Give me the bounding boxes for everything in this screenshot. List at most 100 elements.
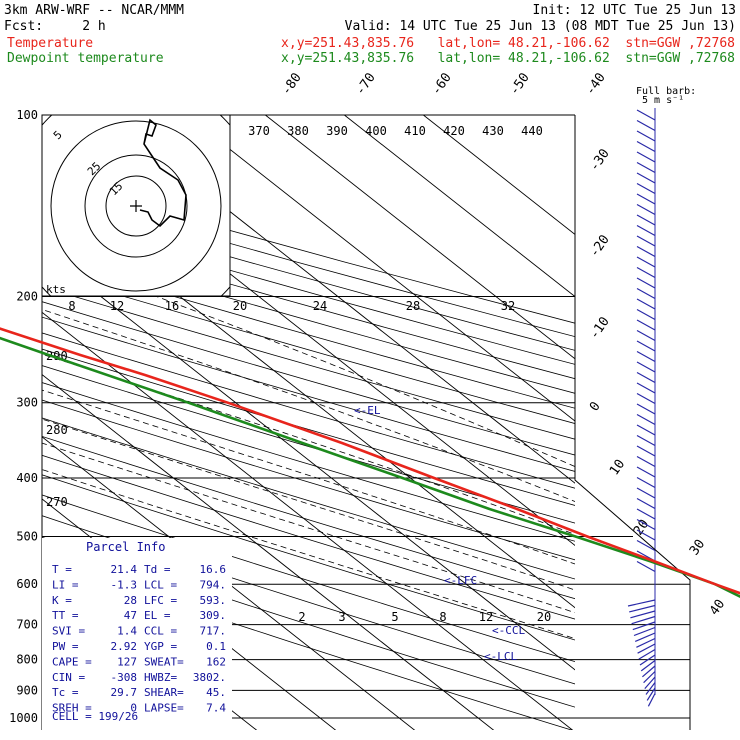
- mixing-ratio-label: 12: [479, 610, 493, 624]
- isotherm-tick-label: 20: [631, 517, 652, 538]
- theta-labels: 370 380 390 400 410 420 430 440: [248, 124, 543, 138]
- wind-barb: [636, 403, 656, 415]
- isotherm-line: [344, 115, 575, 298]
- wind-barb: [636, 109, 656, 121]
- wind-barb: [636, 371, 656, 384]
- parcel-row-value: 2.92: [111, 640, 138, 653]
- hodograph-speed-label: 24: [313, 299, 327, 313]
- parcel-info-cell: CELL = 199/26: [52, 710, 138, 723]
- isotherm-line: [265, 115, 575, 360]
- wind-barb: [636, 518, 656, 531]
- parcel-row-value: 29.7: [111, 686, 138, 699]
- hodograph-speed-label: 12: [110, 299, 124, 313]
- dry-adiabat-line: [42, 417, 575, 580]
- wind-barb: [636, 277, 656, 289]
- parcel-row-label: Tc =: [52, 686, 79, 699]
- parcel-row-label: CAPE =: [52, 655, 92, 668]
- hodograph-speed-label: 8: [68, 299, 75, 313]
- parcel-row-label: SHEAR=: [144, 686, 184, 699]
- parcel-row-value: 0: [130, 702, 137, 715]
- parcel-row-label: SVI =: [52, 625, 85, 638]
- dry-adiabat-line: [42, 435, 575, 600]
- parcel-info-title: Parcel Info: [86, 540, 165, 554]
- temperature-profile-line: [0, 327, 740, 595]
- hodograph-speed-label: 16: [165, 299, 179, 313]
- wind-barb: [636, 224, 656, 237]
- wind-barb: [636, 235, 656, 247]
- parcel-row-label: K =: [52, 594, 72, 607]
- theta-label: 430: [482, 124, 504, 138]
- wind-barb: [636, 214, 656, 226]
- wind-barb: [636, 529, 656, 541]
- plot-right-border: [574, 115, 691, 730]
- hodograph-ring-small: [105, 175, 167, 237]
- wind-barb: [636, 266, 656, 279]
- wind-barb: [636, 637, 656, 648]
- theta-label: 390: [326, 124, 348, 138]
- hodograph-speed-label: 32: [501, 299, 515, 313]
- parcel-row-value: 717.: [200, 625, 227, 638]
- wind-barb: [636, 298, 656, 310]
- theta-label: 380: [287, 124, 309, 138]
- moist-adiabat-line: [42, 469, 575, 640]
- wind-barb: [636, 392, 656, 405]
- isotherm-tick-label: -70: [353, 70, 379, 98]
- moist-adiabat-line: [42, 353, 575, 535]
- isotherm-tick-label: -60: [429, 70, 455, 98]
- parcel-row-value: 127: [117, 655, 137, 668]
- parcel-row-label: PW =: [52, 640, 79, 653]
- dry-adiabat-line: [42, 332, 575, 489]
- moist-adiabat-grid: [42, 296, 575, 640]
- dry-adiabat-line: [42, 301, 575, 456]
- parcel-row-value: 3802.: [193, 671, 226, 684]
- isotherm-line: [0, 115, 20, 731]
- wind-barb: [636, 256, 656, 268]
- hodograph-trace: [139, 118, 187, 228]
- wind-barb: [636, 445, 656, 457]
- wind-barb: [636, 539, 656, 552]
- pressure-tick-label: 200: [16, 290, 38, 304]
- parcel-row-label: EL =: [144, 609, 171, 622]
- wind-unit-label: kts: [46, 283, 66, 296]
- theta-label: 370: [248, 124, 270, 138]
- parcel-row-value: 28: [124, 594, 137, 607]
- mixing-ratio-labels: 2 3 5 8 12 20: [298, 610, 551, 624]
- valid-time: Valid: 14 UTC Tue 25 Jun 13 (08 MDT Tue …: [345, 19, 736, 34]
- ccl-marker: <-CCL: [492, 624, 525, 637]
- parcel-row-label: YGP =: [144, 640, 177, 653]
- dry-adiabat-line: [42, 243, 575, 394]
- wind-barb: [632, 621, 656, 631]
- isotherm-line: [423, 115, 575, 235]
- lcl-marker: <-LCL: [484, 650, 517, 663]
- isotherm-line: [186, 115, 575, 422]
- pressure-tick-label: 400: [16, 471, 38, 485]
- parcel-row-label: LI =: [52, 578, 79, 591]
- mixing-ratio-label: 5: [391, 610, 398, 624]
- parcel-row-label: TT =: [52, 609, 79, 622]
- isotherm-line: [107, 115, 575, 484]
- theta-label: 420: [443, 124, 465, 138]
- wind-barb: [636, 182, 656, 195]
- isotherm-tick-label: 40: [707, 597, 728, 618]
- parcel-row-value: 47: [124, 609, 137, 622]
- barb-legend-unit: 5 m s⁻¹: [642, 95, 684, 106]
- wind-barb: [644, 676, 656, 689]
- dry-adiabat-line: [42, 454, 575, 620]
- wind-barb: [640, 660, 656, 672]
- theta-label: 440: [521, 124, 543, 138]
- wind-barb: [631, 615, 656, 625]
- parcel-row-value: 1.4: [117, 625, 137, 638]
- parcel-row-value: 794.: [200, 578, 227, 591]
- parcel-row-label: HWBZ=: [144, 671, 177, 684]
- wind-barb: [636, 466, 656, 478]
- model-title: 3km ARW-WRF -- NCAR/MMM: [4, 3, 184, 18]
- parcel-row-value: -308: [111, 671, 138, 684]
- isotherm-line: [42, 373, 495, 730]
- pressure-tick-label: 1000: [9, 711, 38, 725]
- wind-barb: [636, 130, 656, 142]
- parcel-row-label: LCL =: [144, 578, 177, 591]
- el-marker: <-EL: [354, 404, 381, 417]
- temperature-legend-label: Temperature: [7, 36, 93, 51]
- dewpoint-profile-line: [0, 336, 740, 598]
